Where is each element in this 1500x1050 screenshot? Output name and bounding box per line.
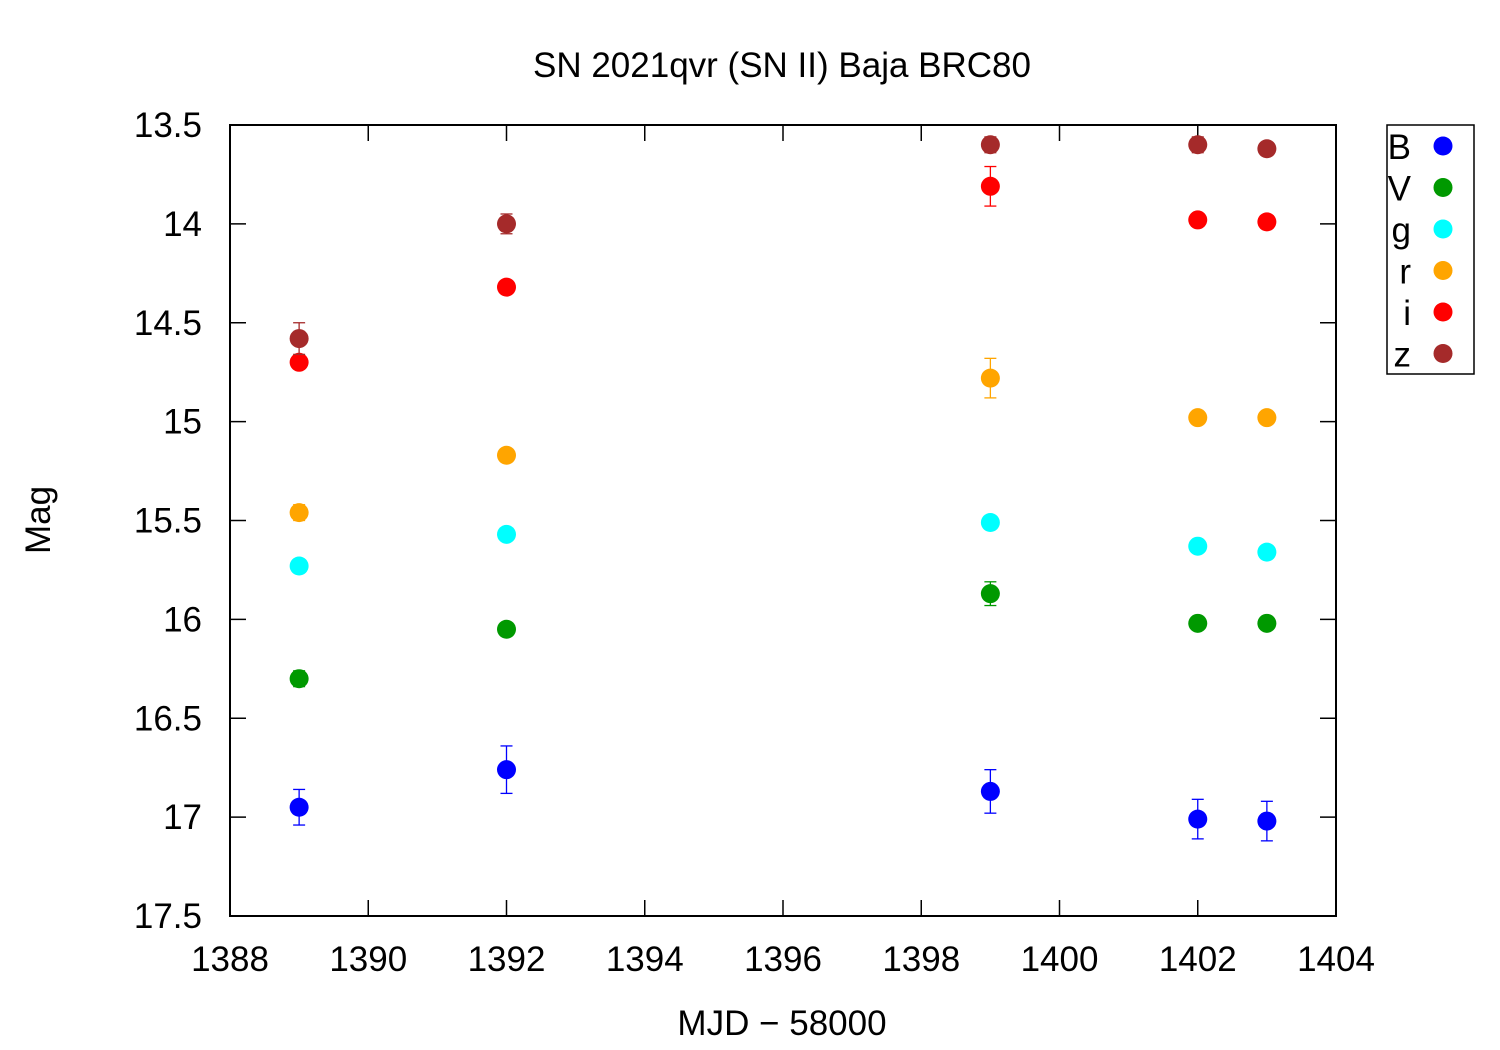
x-tick-label: 1402 <box>1159 940 1237 979</box>
data-point-B <box>1188 809 1208 829</box>
data-point-i <box>980 176 1000 196</box>
data-point-g <box>1188 536 1208 556</box>
x-tick-label: 1392 <box>468 940 546 979</box>
x-tick-label: 1400 <box>1021 940 1099 979</box>
legend-label-B: B <box>1388 128 1411 167</box>
legend-marker-i <box>1433 302 1453 322</box>
series-i <box>289 165 1277 372</box>
data-point-z <box>980 135 1000 155</box>
data-point-V <box>1257 613 1277 633</box>
data-point-i <box>497 277 516 297</box>
legend-marker-g <box>1433 219 1453 239</box>
y-tick-label: 17 <box>163 798 202 837</box>
data-point-B <box>497 760 516 780</box>
legend-label-z: z <box>1394 336 1412 375</box>
series-B <box>289 745 1277 842</box>
x-tick-label: 1388 <box>191 940 269 979</box>
series-g <box>289 512 1277 576</box>
x-tick-label: 1396 <box>744 940 822 979</box>
series-r <box>289 357 1277 523</box>
data-point-z <box>1188 135 1208 155</box>
x-tick-label: 1390 <box>329 940 407 979</box>
y-tick-label: 15 <box>163 403 202 442</box>
chart-title: SN 2021qvr (SN II) Baja BRC80 <box>533 46 1031 85</box>
data-point-z <box>289 329 309 349</box>
y-tick-label: 17.5 <box>134 897 202 936</box>
data-points <box>289 135 1277 842</box>
x-axis-label: MJD − 58000 <box>677 1004 886 1043</box>
x-tick-label: 1404 <box>1297 940 1375 979</box>
data-point-V <box>497 619 516 639</box>
data-point-g <box>497 524 516 544</box>
y-tick-label: 15.5 <box>134 502 202 541</box>
y-axis-label: Mag <box>19 486 58 554</box>
data-point-B <box>289 797 309 817</box>
y-tick-label: 14 <box>163 205 202 244</box>
data-point-i <box>1188 210 1208 230</box>
plot-frame <box>229 124 1337 917</box>
data-point-r <box>1257 408 1277 428</box>
series-V <box>289 581 1277 689</box>
data-point-B <box>980 781 1000 801</box>
data-point-r <box>289 503 309 523</box>
legend-marker-r <box>1433 261 1453 280</box>
data-point-i <box>289 352 309 372</box>
legend-marker-B <box>1433 136 1453 156</box>
legend-label-g: g <box>1392 211 1411 250</box>
y-tick-label: 14.5 <box>134 304 202 343</box>
legend-label-V: V <box>1388 170 1412 209</box>
data-point-z <box>1257 139 1277 159</box>
data-point-r <box>980 368 1000 388</box>
legend-label-i: i <box>1403 294 1411 333</box>
data-point-V <box>980 584 1000 604</box>
data-point-g <box>1257 542 1277 562</box>
legend-box <box>1386 124 1475 375</box>
x-tick-label: 1394 <box>606 940 684 979</box>
y-tick-label: 13.5 <box>134 106 202 145</box>
data-point-g <box>980 512 1000 532</box>
x-tick-label: 1398 <box>882 940 960 979</box>
data-point-z <box>497 214 516 234</box>
series-z <box>289 135 1277 356</box>
legend-marker-V <box>1433 178 1453 197</box>
data-point-r <box>1188 408 1208 428</box>
axis-ticks: 1388 1390 1392 1394 1396 1398 1400 1402 1404 13.5… <box>134 106 1375 979</box>
y-tick-label: 16.5 <box>134 699 202 738</box>
y-tick-label: 16 <box>163 600 202 639</box>
data-point-V <box>1188 613 1208 633</box>
legend-label-r: r <box>1399 253 1411 292</box>
legend-marker-z <box>1433 344 1453 363</box>
data-point-V <box>289 669 309 689</box>
data-point-B <box>1257 811 1277 831</box>
data-point-r <box>497 445 516 465</box>
data-point-i <box>1257 212 1277 232</box>
data-point-g <box>289 556 309 576</box>
